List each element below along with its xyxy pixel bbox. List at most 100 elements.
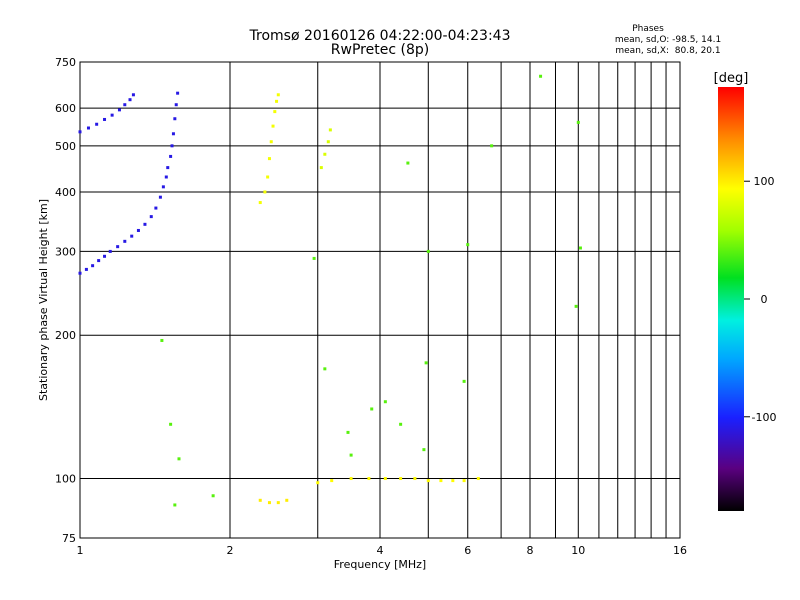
x-tick-label: 8 [527,544,534,557]
data-point [158,195,162,199]
y-tick-label: 100 [55,473,76,486]
stats-x-line: mean, sd,X: 80.8, 20.1 [615,46,720,56]
data-point [439,479,443,483]
data-point [128,98,132,102]
data-point [422,448,426,452]
y-tick-label: 75 [62,532,76,545]
data-point [136,228,140,232]
data-point [576,120,580,124]
y-tick-label: 300 [55,245,76,258]
data-point [84,267,88,271]
data-point [123,239,127,243]
data-point [383,477,387,481]
data-point [86,126,90,130]
data-point [330,479,334,483]
data-point [316,481,320,485]
data-point [173,117,177,121]
data-point [174,103,178,107]
data-points [78,74,582,507]
data-point [574,304,578,308]
data-point [177,457,181,461]
data-point [97,259,101,263]
x-axis-label: Frequency [MHz] [334,558,426,571]
stats-heading: Phases [632,24,664,34]
data-point [258,498,262,502]
data-point [323,367,327,371]
y-tick-label: 200 [55,329,76,342]
data-point [451,479,455,483]
data-point [462,479,466,483]
data-point [267,157,271,161]
data-point [149,215,153,219]
chart-subtitle: RwPretec (8p) [331,42,429,58]
data-point [164,175,168,179]
data-point [123,103,127,107]
data-point [117,108,121,112]
colorbar-tick-label: 100 [754,175,775,188]
data-point [166,166,170,170]
axis-ticks: 1 2 4 6 8 10 16 75 100 200 300 400 500 600 750 [55,56,687,557]
data-point [110,113,114,117]
colorbar-tick-label: -100 [752,411,777,424]
data-point [349,453,353,457]
data-point [108,249,112,253]
data-point [328,128,332,132]
data-point [476,477,480,481]
data-point [78,130,82,134]
data-point [285,498,289,502]
data-point [154,206,158,210]
x-tick-label: 10 [571,544,585,557]
data-point [116,245,120,249]
data-point [130,234,134,238]
data-point [276,93,280,97]
data-point [367,477,371,481]
data-point [539,74,543,78]
data-point [462,379,466,383]
data-point [160,338,164,342]
data-point [578,246,582,250]
data-point [273,110,277,114]
data-point [143,222,147,226]
y-tick-label: 500 [55,140,76,153]
y-tick-label: 400 [55,186,76,199]
data-point [176,91,180,95]
data-point [426,249,430,253]
data-point [271,124,275,128]
data-point [258,201,262,205]
data-point [319,166,323,170]
data-point [326,140,330,144]
data-point [466,243,470,247]
data-point [266,175,270,179]
data-point [263,190,267,194]
data-point [424,361,428,365]
y-axis-label: Stationary phase Virtual Height [km] [37,199,50,401]
data-point [211,494,215,498]
data-point [346,430,350,434]
data-point [370,407,374,411]
data-point [161,185,165,189]
data-point [349,477,353,481]
data-point [275,99,279,103]
data-point [399,422,403,426]
data-point [91,264,95,268]
y-tick-label: 600 [55,102,76,115]
data-point [103,117,107,121]
x-tick-label: 6 [464,544,471,557]
data-point [490,144,494,148]
data-point [383,400,387,404]
x-tick-label: 4 [377,544,384,557]
data-point [399,477,403,481]
data-point [269,140,273,144]
x-tick-label: 1 [77,544,84,557]
data-point [413,477,417,481]
data-point [169,154,173,158]
colorbar-label: [deg] [714,71,749,86]
data-point [323,152,327,156]
y-tick-label: 750 [55,56,76,69]
data-point [171,132,175,136]
data-point [103,254,107,258]
data-point [169,422,173,426]
data-point [78,271,82,275]
stats-o-line: mean, sd,O: -98.5, 14.1 [615,35,721,45]
